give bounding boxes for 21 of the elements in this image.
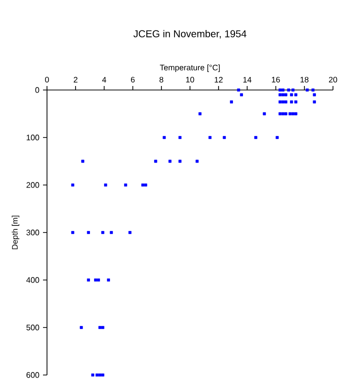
chart-title: JCEG in November, 1954 xyxy=(133,30,246,38)
x-tick-label: 2 xyxy=(74,76,78,82)
y-tick-label: 100 xyxy=(26,134,40,140)
x-tick-label: 0 xyxy=(45,76,49,82)
x-tick-label: 16 xyxy=(272,76,280,82)
x-tick-label: 6 xyxy=(130,76,135,82)
y-tick-label: 0 xyxy=(35,87,40,93)
y-tick-label: 400 xyxy=(26,277,40,283)
y-axis-title: Depth [m] xyxy=(12,216,20,250)
x-tick-label: 18 xyxy=(300,76,308,82)
y-tick-label: 300 xyxy=(26,230,40,236)
y-tick-label: 600 xyxy=(26,372,40,378)
y-tick-label: 200 xyxy=(26,182,40,188)
x-tick-label: 12 xyxy=(214,76,223,82)
x-tick-label: 4 xyxy=(102,76,106,82)
x-tick-label: 20 xyxy=(328,76,338,82)
x-tick-label: 14 xyxy=(243,76,252,82)
x-tick-label: 10 xyxy=(186,76,194,82)
y-tick-label: 500 xyxy=(26,324,40,330)
x-axis-title: Temperature [°C] xyxy=(160,64,220,72)
x-tick-label: 8 xyxy=(160,76,164,82)
